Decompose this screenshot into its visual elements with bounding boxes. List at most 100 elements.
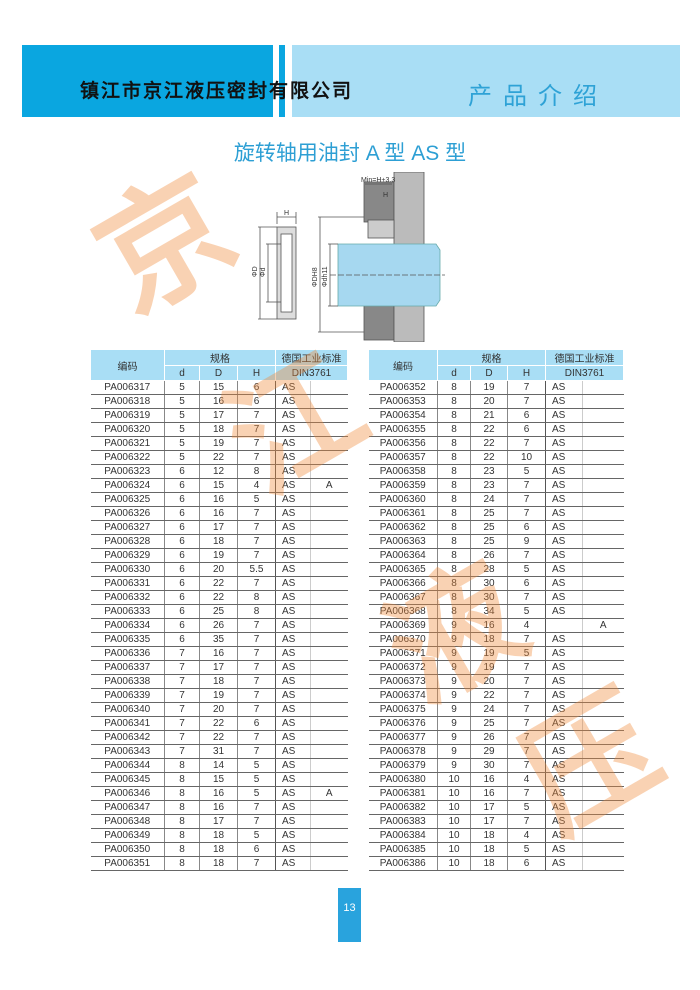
code-cell: PA006351 [90,856,165,871]
H-cell: 7 [237,688,276,703]
H-cell: 5 [507,604,546,619]
H-cell: 10 [507,450,546,465]
din-a-cell [310,800,348,815]
H-cell: 5 [507,646,546,661]
table-row: PA006379 9 30 7 AS [368,758,624,773]
D-cell: 16 [470,618,508,633]
col-spec: 规格 [437,349,546,366]
table-row: PA006374 9 22 7 AS [368,688,624,703]
table-row: PA006363 8 25 9 AS [368,534,624,549]
table-row: PA006320 5 18 7 AS [90,422,348,437]
D-cell: 19 [199,436,238,451]
code-cell: PA006342 [90,730,165,745]
D-cell: 28 [470,562,508,577]
din-a-cell [310,604,348,619]
H-cell: 7 [237,408,276,423]
code-cell: PA006326 [90,506,165,521]
D-cell: 34 [470,604,508,619]
table-row: PA006340 7 20 7 AS [90,702,348,717]
page-title: 旋转轴用油封 A 型 AS 型 [233,142,467,165]
code-cell: PA006365 [368,562,438,577]
D-cell: 20 [470,674,508,689]
din-a-cell [310,450,348,465]
din-a-cell [582,394,624,409]
din-a-cell [582,674,624,689]
din-as-cell: AS [275,856,311,871]
code-cell: PA006386 [368,856,438,871]
din-a-cell [582,730,624,745]
D-cell: 35 [199,632,238,647]
table-row: PA006334 6 26 7 AS [90,618,348,633]
d-cell: 7 [164,646,200,661]
H-cell: 7 [237,856,276,871]
col-H: H [237,365,276,381]
code-cell: PA006378 [368,744,438,759]
code-cell: PA006325 [90,492,165,507]
table-row: PA006356 8 22 7 AS [368,436,624,451]
din-as-cell: AS [275,562,311,577]
D-cell: 16 [199,646,238,661]
H-cell: 7 [507,716,546,731]
code-cell: PA006344 [90,758,165,773]
D-cell: 22 [199,450,238,465]
table-row: PA006343 7 31 7 AS [90,744,348,759]
din-as-cell: AS [275,660,311,675]
H-cell: 5 [237,828,276,843]
D-cell: 19 [199,548,238,563]
H-cell: 6 [237,380,276,395]
d-cell: 8 [437,562,471,577]
din-a-cell [582,464,624,479]
din-as-cell: AS [545,660,583,675]
D-cell: 16 [470,772,508,787]
din-as-cell: AS [275,380,311,395]
din-as-cell: AS [545,380,583,395]
code-cell: PA006329 [90,548,165,563]
h-label-install: H [383,192,388,199]
H-cell: 7 [507,380,546,395]
d-cell: 9 [437,632,471,647]
H-cell: 7 [507,786,546,801]
left-spec-table: 编码 规格 德国工业标准 d D H DIN3761 PA006317 5 15 6 AS PA00… [90,349,348,871]
din-a-cell [310,856,348,871]
din-as-cell: AS [545,590,583,605]
code-cell: PA006343 [90,744,165,759]
din-a-cell [310,646,348,661]
h-label: H [284,210,289,217]
din-as-cell: AS [545,688,583,703]
D-cell: 15 [199,478,238,493]
code-cell: PA006357 [368,450,438,465]
din-a-cell [582,506,624,521]
H-cell: 7 [237,814,276,829]
d-cell: 6 [164,464,200,479]
din-a-cell [582,800,624,815]
col-spec: 规格 [164,349,276,366]
H-cell: 6 [237,716,276,731]
table-row: PA006386 10 18 6 AS [368,856,624,871]
din-a-cell: A [310,786,348,801]
table-row: PA006385 10 18 5 AS [368,842,624,857]
din-a-cell [582,772,624,787]
col-D: D [199,365,238,381]
d-cell: 7 [164,702,200,717]
code-cell: PA006372 [368,660,438,675]
d-cell: 8 [437,436,471,451]
D-cell: 18 [199,842,238,857]
table-row: PA006347 8 16 7 AS [90,800,348,815]
D-cell: 22 [470,436,508,451]
code-cell: PA006319 [90,408,165,423]
din-a-cell [310,758,348,773]
table-row: PA006373 9 20 7 AS [368,674,624,689]
H-cell: 5 [237,772,276,787]
D-cell: 26 [199,618,238,633]
H-cell: 7 [237,436,276,451]
code-cell: PA006332 [90,590,165,605]
table-row: PA006376 9 25 7 AS [368,716,624,731]
H-cell: 7 [237,422,276,437]
code-cell: PA006361 [368,506,438,521]
col-din: DIN3761 [275,365,348,381]
din-a-cell [582,436,624,451]
table-row: PA006355 8 22 6 AS [368,422,624,437]
table-row: PA006353 8 20 7 AS [368,394,624,409]
col-standard: 德国工业标准 [275,349,348,366]
H-cell: 7 [507,674,546,689]
